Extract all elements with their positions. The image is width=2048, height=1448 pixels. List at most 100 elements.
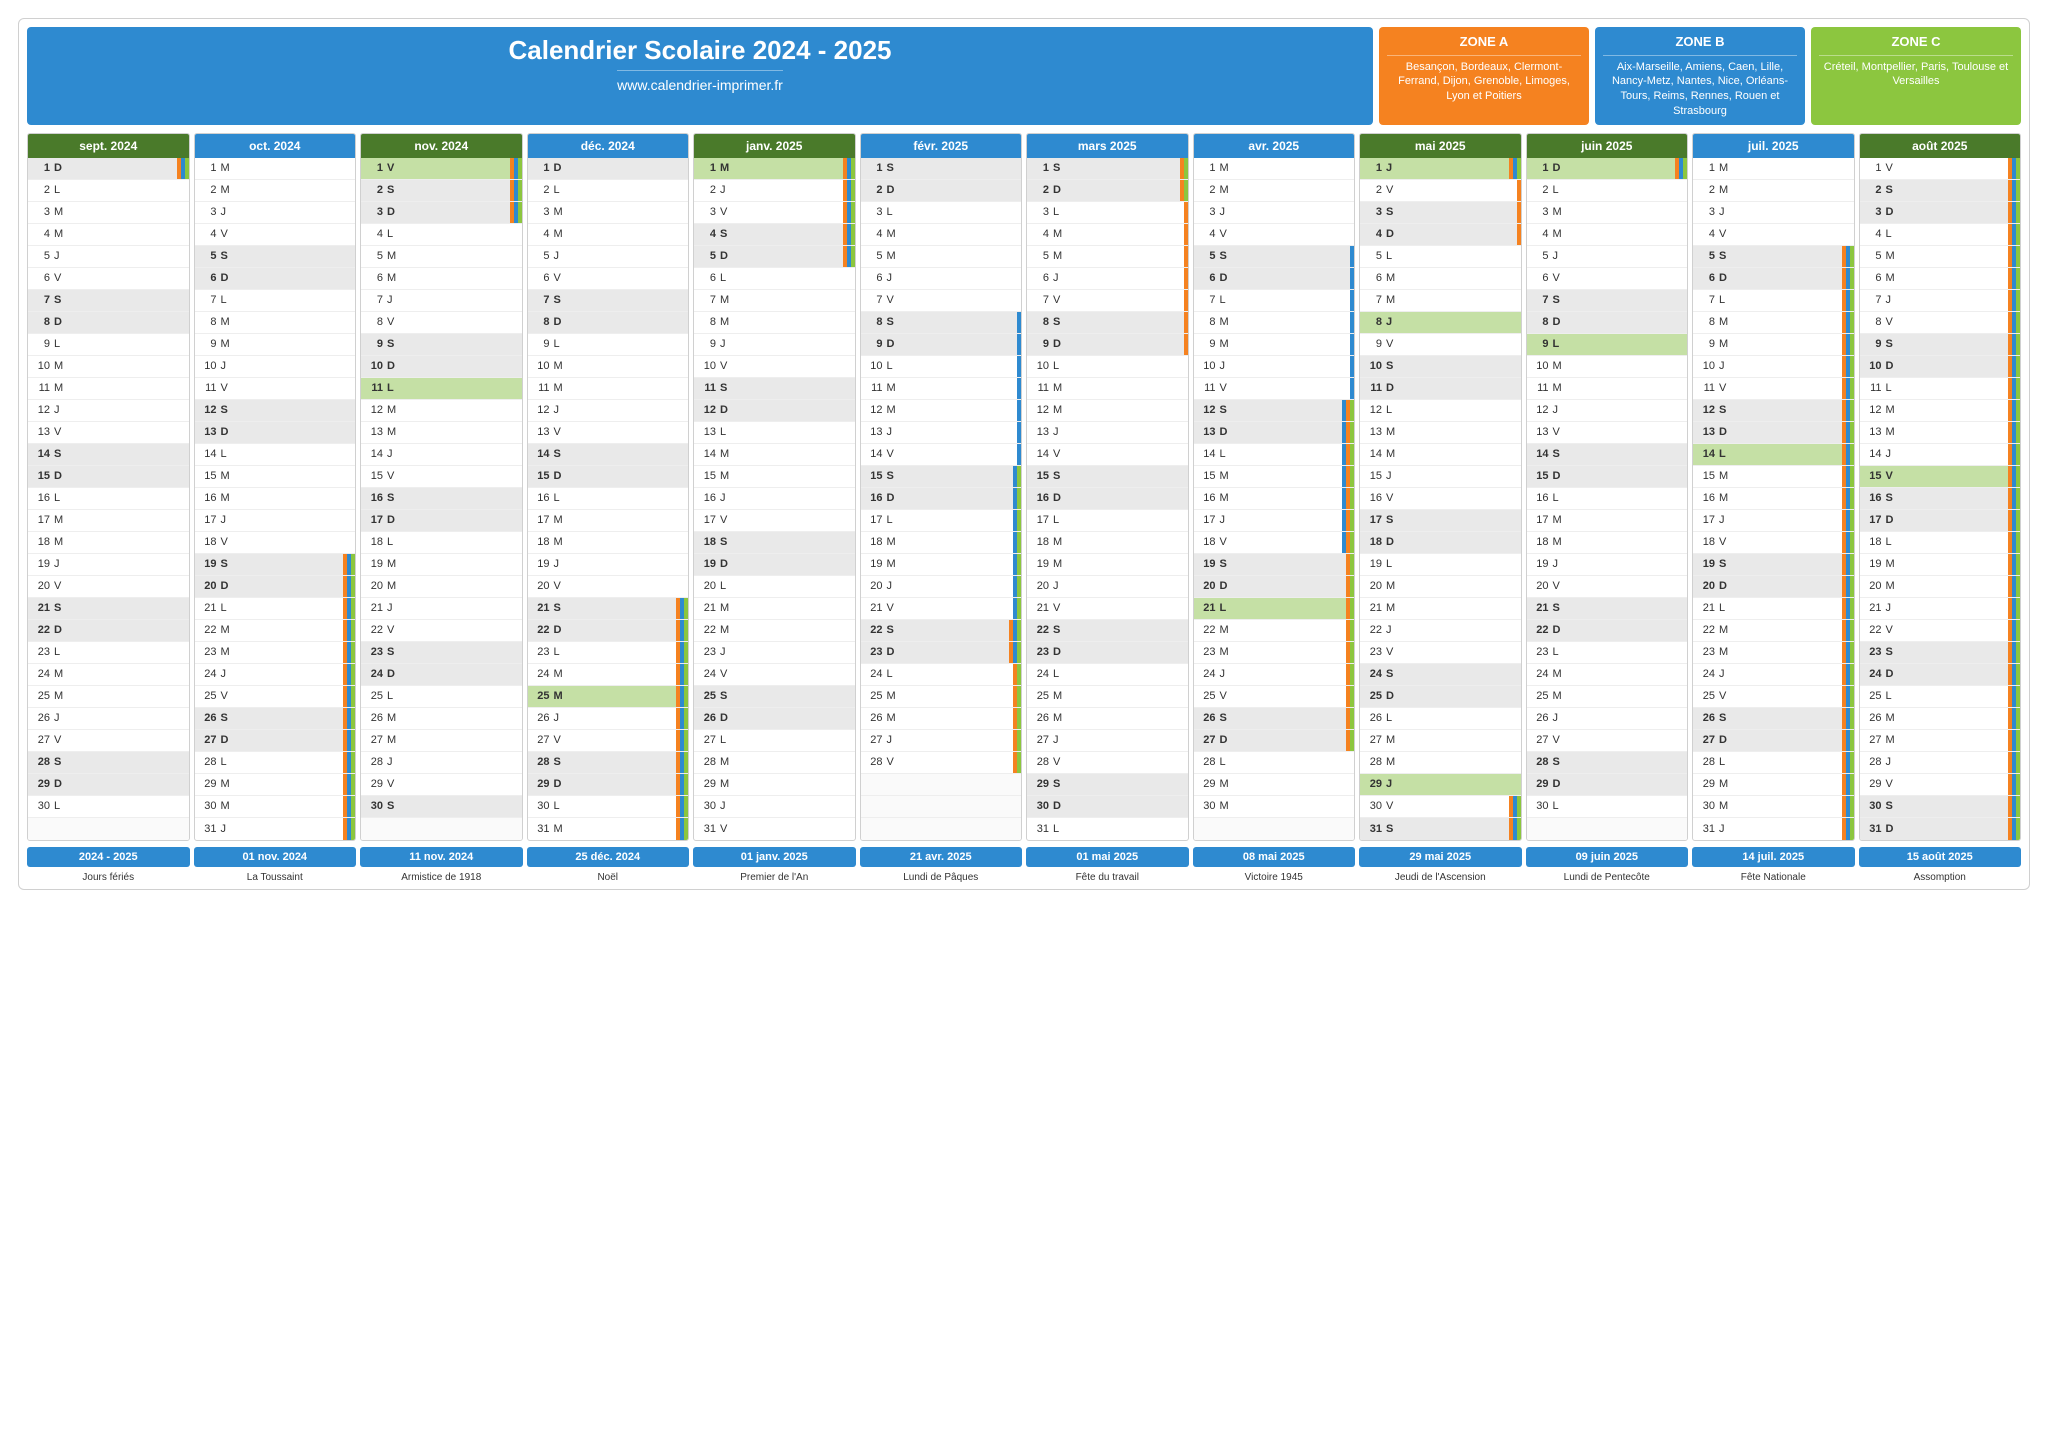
day-cell: 22V [361, 620, 522, 642]
day-cell: 4M [861, 224, 1022, 246]
day-number: 30 [1531, 800, 1549, 812]
day-number: 18 [865, 536, 883, 548]
day-cell [861, 774, 1022, 796]
zone-stripes [1013, 730, 1021, 751]
day-of-week: M [887, 712, 901, 724]
zone-stripes [1017, 378, 1021, 399]
zone-stripes [1842, 312, 1854, 333]
day-cell: 30J [694, 796, 855, 818]
day-cell: 23L [528, 642, 689, 664]
day-of-week: S [387, 646, 401, 658]
day-of-week: J [387, 756, 401, 768]
day-of-week: D [1553, 316, 1567, 328]
day-number: 13 [1531, 426, 1549, 438]
day-of-week: L [1719, 756, 1733, 768]
day-of-week: L [221, 294, 235, 306]
day-number: 15 [1364, 470, 1382, 482]
day-cell: 26M [361, 708, 522, 730]
holiday-date: 25 déc. 2024 [527, 847, 690, 867]
day-number: 27 [1198, 734, 1216, 746]
day-cell: 5S [195, 246, 356, 268]
day-cell: 26S [1693, 708, 1854, 730]
day-cell: 10L [1027, 356, 1188, 378]
day-cell: 30M [1194, 796, 1355, 818]
zone-stripes [1842, 268, 1854, 289]
day-of-week: L [54, 800, 68, 812]
day-cell: 18M [528, 532, 689, 554]
day-cell: 18M [861, 532, 1022, 554]
day-cell: 21L [1693, 598, 1854, 620]
day-of-week: V [1719, 228, 1733, 240]
day-cell: 4L [1860, 224, 2021, 246]
day-cell: 11S [694, 378, 855, 400]
day-cell: 15M [1194, 466, 1355, 488]
day-of-week: M [387, 734, 401, 746]
day-of-week: M [1220, 778, 1234, 790]
day-cell: 6D [195, 268, 356, 290]
day-number: 3 [698, 206, 716, 218]
day-number: 8 [32, 316, 50, 328]
day-cell: 16L [1527, 488, 1688, 510]
day-number: 10 [1364, 360, 1382, 372]
zone-stripes [1013, 532, 1021, 553]
day-cell: 23L [1527, 642, 1688, 664]
day-cell: 1M [195, 158, 356, 180]
day-number: 7 [532, 294, 550, 306]
day-cell: 24M [1527, 664, 1688, 686]
zone-stripes [1017, 444, 1021, 465]
day-of-week: L [1886, 690, 1900, 702]
month-dec2024: déc. 20241D2L3M4M5J6V7S8D9L10M11M12J13V1… [527, 133, 690, 841]
day-cell: 6M [1860, 268, 2021, 290]
day-cell: 24M [528, 664, 689, 686]
day-number: 2 [199, 184, 217, 196]
day-cell: 19J [528, 554, 689, 576]
zone-stripes [1842, 334, 1854, 355]
day-of-week: M [1220, 800, 1234, 812]
day-cell: 7J [361, 290, 522, 312]
day-number: 3 [365, 206, 383, 218]
day-number: 27 [199, 734, 217, 746]
day-of-week: D [720, 558, 734, 570]
day-cell: 15M [1693, 466, 1854, 488]
day-number: 1 [32, 162, 50, 174]
day-cell [861, 796, 1022, 818]
day-of-week: M [720, 316, 734, 328]
zone-stripes [1013, 488, 1021, 509]
day-of-week: D [1719, 272, 1733, 284]
zone-stripes [1842, 576, 1854, 597]
day-cell: 29V [1860, 774, 2021, 796]
day-cell: 7V [861, 290, 1022, 312]
day-number: 17 [1697, 514, 1715, 526]
day-cell: 10M [1527, 356, 1688, 378]
day-number: 11 [865, 382, 883, 394]
day-number: 8 [365, 316, 383, 328]
day-of-week: V [1386, 492, 1400, 504]
day-of-week: S [1053, 162, 1067, 174]
day-of-week: J [887, 734, 901, 746]
day-cell: 21M [694, 598, 855, 620]
day-of-week: V [1886, 778, 1900, 790]
day-of-week: L [554, 492, 568, 504]
holiday-item: 25 déc. 2024Noël [527, 847, 690, 885]
day-number: 24 [365, 668, 383, 680]
day-cell: 26S [1194, 708, 1355, 730]
day-number: 16 [1697, 492, 1715, 504]
day-number: 22 [1531, 624, 1549, 636]
day-of-week: V [1553, 272, 1567, 284]
day-of-week: V [1220, 536, 1234, 548]
day-number: 2 [1697, 184, 1715, 196]
zone-stripes [1017, 400, 1021, 421]
day-number: 27 [865, 734, 883, 746]
zone-stripes [1342, 532, 1354, 553]
day-number: 14 [1364, 448, 1382, 460]
day-number: 23 [365, 646, 383, 658]
day-number: 26 [698, 712, 716, 724]
day-of-week: J [554, 558, 568, 570]
day-of-week: V [1886, 162, 1900, 174]
day-cell: 5M [861, 246, 1022, 268]
day-number: 29 [1364, 778, 1382, 790]
day-cell: 21S [1527, 598, 1688, 620]
day-of-week: M [1553, 690, 1567, 702]
day-of-week: S [1886, 646, 1900, 658]
day-cell: 16M [195, 488, 356, 510]
